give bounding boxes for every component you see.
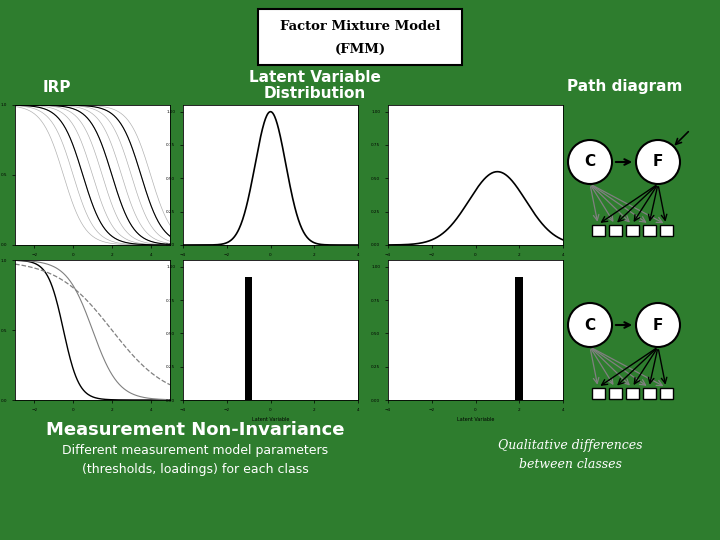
FancyBboxPatch shape — [660, 388, 672, 399]
Text: C: C — [585, 154, 595, 170]
Text: Latent Variable: Latent Variable — [249, 71, 381, 85]
FancyBboxPatch shape — [258, 9, 462, 65]
Bar — [245, 278, 253, 400]
FancyBboxPatch shape — [626, 225, 639, 235]
X-axis label: Latent Variable: Latent Variable — [456, 262, 494, 267]
FancyBboxPatch shape — [592, 388, 605, 399]
Bar — [516, 278, 523, 400]
Text: Measurement Non-Invariance: Measurement Non-Invariance — [46, 421, 344, 439]
FancyBboxPatch shape — [660, 225, 672, 235]
X-axis label: Latent Variable: Latent Variable — [456, 417, 494, 422]
Text: Path diagram: Path diagram — [567, 79, 683, 94]
FancyBboxPatch shape — [608, 225, 621, 235]
FancyBboxPatch shape — [608, 388, 621, 399]
Text: (FMM): (FMM) — [334, 43, 386, 56]
Text: Factor Mixture Model: Factor Mixture Model — [280, 21, 440, 33]
Circle shape — [568, 303, 612, 347]
FancyBboxPatch shape — [626, 388, 639, 399]
Text: Different measurement model parameters
(thresholds, loadings) for each class: Different measurement model parameters (… — [62, 444, 328, 476]
Text: Distribution: Distribution — [264, 85, 366, 100]
FancyBboxPatch shape — [642, 388, 655, 399]
X-axis label: Latent Variable: Latent Variable — [252, 417, 289, 422]
Circle shape — [636, 140, 680, 184]
Circle shape — [636, 303, 680, 347]
Circle shape — [568, 140, 612, 184]
X-axis label: Latent Variable: Latent Variable — [252, 262, 289, 267]
Text: F: F — [653, 318, 663, 333]
Text: Qualitative differences
between classes: Qualitative differences between classes — [498, 439, 642, 471]
Text: F: F — [653, 154, 663, 170]
Text: C: C — [585, 318, 595, 333]
FancyBboxPatch shape — [592, 225, 605, 235]
FancyBboxPatch shape — [642, 225, 655, 235]
Text: IRP: IRP — [42, 79, 71, 94]
